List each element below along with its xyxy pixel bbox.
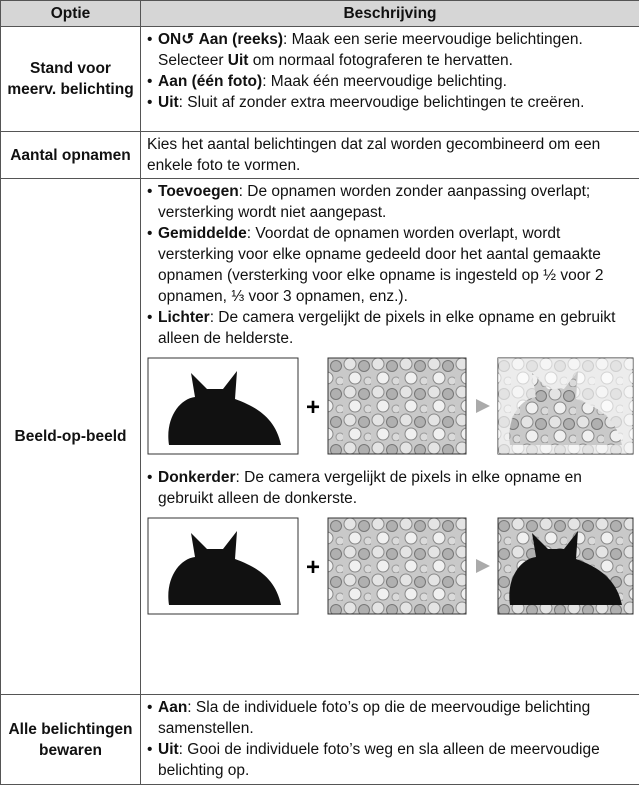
list-item: Uit: Sluit af zonder extra meervoudige b… [147,92,633,113]
description: Kies het aantal belichtingen dat zal wor… [141,132,639,179]
term: Toevoegen [158,183,239,200]
term: Donkerder [158,469,236,486]
text: : Maak één meervoudige belichting. [262,73,507,90]
row: Alle belichtingen bewaren Aan: Sla de in… [1,695,639,785]
list-item: Uit: Gooi de individuele foto’s weg en s… [147,739,633,781]
option: Stand voor meerv. belichting [1,27,141,132]
list-item: Aan: Sla de individuele foto’s op die de… [147,697,633,739]
row: Stand voor meerv. belichting ON↺ Aan (re… [1,27,639,132]
icon: ON↺ [158,31,194,48]
text: : Sla de individuele foto’s op die de me… [158,699,590,737]
term: Aan (één foto) [158,73,262,90]
term: Uit [158,94,179,111]
text: : De camera vergelijkt de pixels in elke… [158,309,615,347]
term: Uit [158,741,179,758]
term: Aan [158,699,187,716]
description: Toevoegen: De opnamen worden zonder aanp… [141,179,639,695]
option: Aantal opnamen [1,132,141,179]
list-item: Aan (één foto): Maak één meervoudige bel… [147,71,633,92]
option: Alle belichtingen bewaren [1,695,141,785]
illustration-lighter: + [147,357,634,457]
header-row: Optie Beschrijving [1,1,639,27]
option: Beeld-op-beeld [1,179,141,695]
header-cell: Beschrijving [141,1,639,27]
term: Aan (reeks) [199,31,283,48]
illustration-darker: + [147,517,634,617]
term: Gemiddelde [158,225,247,242]
text: : Gooi de individuele foto’s weg en sla … [158,741,600,779]
description: Aan: Sla de individuele foto’s op die de… [141,695,639,785]
list-item: Lichter: De camera vergelijkt de pixels … [147,307,633,349]
term: Lichter [158,309,210,326]
list-item: Donkerder: De camera vergelijkt de pixel… [147,467,633,509]
text: Uit [228,52,249,69]
list-item: Gemiddelde: Voordat de opnamen worden ov… [147,223,633,307]
description: ON↺ Aan (reeks): Maak een serie meervoud… [141,27,639,132]
row: Aantal opnamen Kies het aantal belichtin… [1,132,639,179]
svg-text:+: + [306,394,320,421]
list-item: Toevoegen: De opnamen worden zonder aanp… [147,181,633,223]
row: Beeld-op-beeld Toevoegen: De opnamen wor… [1,179,639,695]
text: om normaal fotograferen te hervatten. [248,52,513,69]
text: : Sluit af zonder extra meervoudige beli… [179,94,585,111]
list-item: ON↺ Aan (reeks): Maak een serie meervoud… [147,29,633,71]
svg-text:+: + [306,554,320,581]
header-cell: Optie [1,1,141,27]
